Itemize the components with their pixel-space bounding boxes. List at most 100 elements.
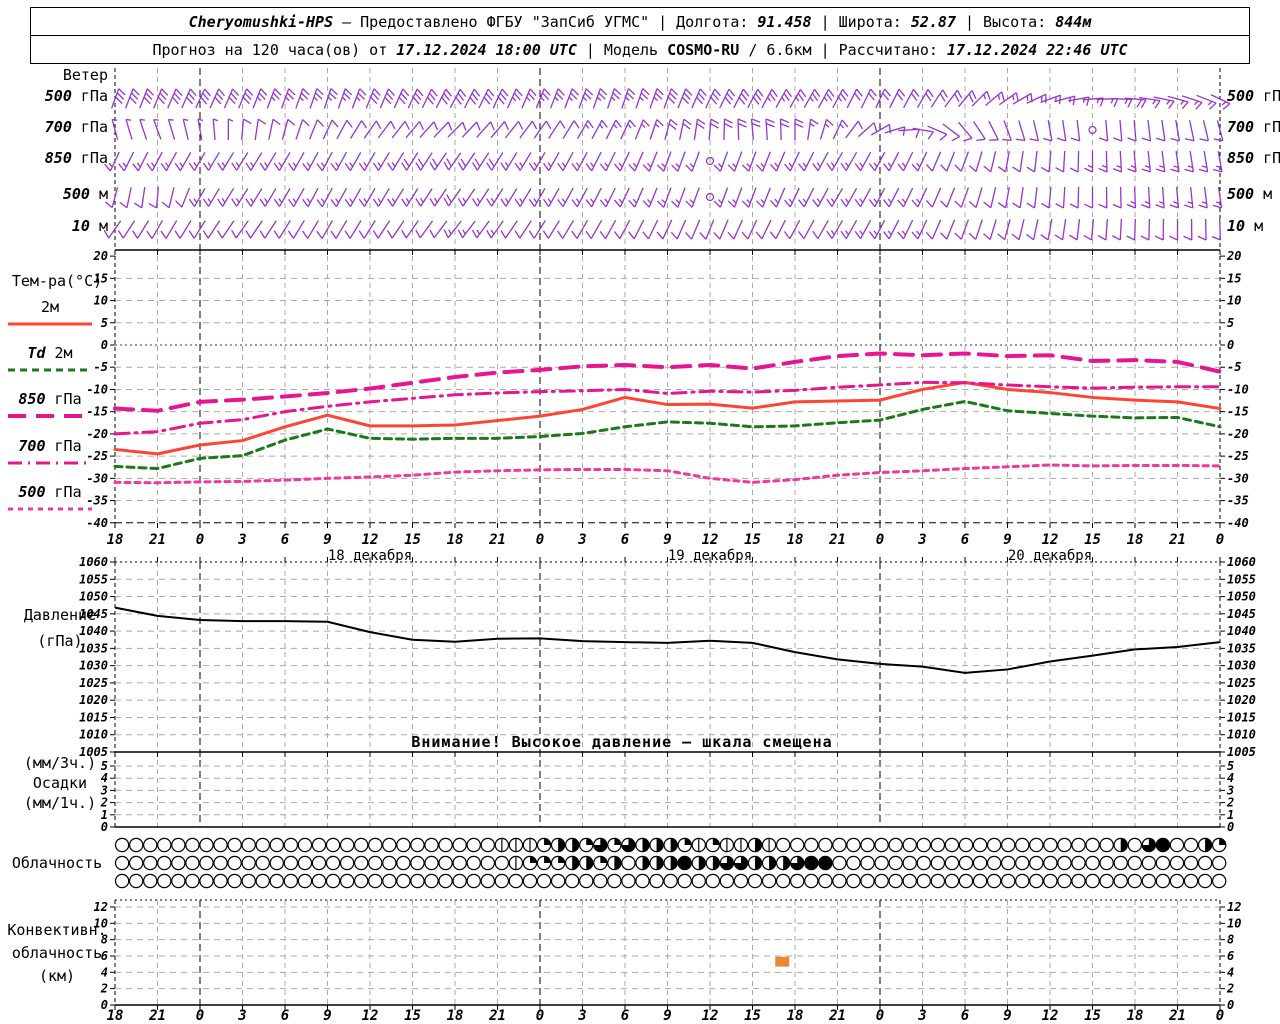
wind-barb-icon	[295, 88, 304, 109]
axis-tick-label: 3	[100, 783, 108, 797]
barb-half-tick	[639, 96, 644, 102]
barb-tick	[741, 164, 750, 172]
barb-tick	[188, 162, 196, 171]
wind-barb-icon	[321, 187, 333, 208]
cloud-cover-icon	[1029, 873, 1044, 889]
wind-barb-icon	[775, 219, 786, 240]
barb-tick	[902, 126, 906, 136]
cloud-cover-icon	[747, 873, 763, 889]
cloud-cover-icon	[944, 873, 960, 889]
wind-barb-icon	[153, 119, 162, 140]
model-resolution: / 6.6км	[748, 40, 812, 59]
barb-tick	[571, 199, 578, 208]
wind-barb-icon	[576, 220, 589, 239]
barb-half-tick	[760, 162, 765, 168]
wind-barb-icon	[207, 188, 220, 207]
wind-barb-icon	[221, 220, 235, 239]
cloud-three-quarter	[734, 856, 748, 870]
hour-label: 3	[577, 1008, 586, 1024]
barb-tick	[148, 202, 157, 209]
barb-tick	[727, 164, 736, 172]
cloud-cover-icon	[466, 855, 481, 871]
barb-half-tick	[653, 96, 659, 102]
wind-barb-icon	[335, 187, 348, 207]
barb-tick	[642, 200, 650, 208]
cloud-cover-icon	[424, 873, 439, 889]
cloud-cover-icon	[199, 873, 214, 889]
wind-barb-icon	[108, 220, 122, 239]
wind-barb-icon	[155, 186, 160, 209]
axis-tick-label: -5	[94, 360, 108, 374]
axis-tick-label: 1	[1227, 808, 1234, 822]
wind-barb-icon	[391, 220, 405, 239]
barb-half-tick	[363, 198, 368, 204]
barb-tick	[115, 96, 123, 104]
barb-half-tick	[1221, 101, 1227, 106]
barb-tick	[737, 122, 747, 128]
wind-barb-icon	[1018, 219, 1025, 240]
cloud-cover-icon	[916, 855, 932, 871]
pressure-panel-title: Давление	[24, 606, 96, 624]
wind-barb-icon	[1217, 151, 1223, 172]
wind-barb-icon	[111, 119, 119, 140]
barb-tick	[1195, 102, 1203, 110]
barb-tick	[1002, 138, 1012, 141]
cloud-cover-icon	[1015, 837, 1030, 853]
hour-label: 0	[196, 1008, 204, 1024]
barb-tick	[598, 92, 606, 100]
wind-barb-icon	[1219, 218, 1222, 241]
axis-tick-label: 6	[1227, 949, 1234, 963]
barb-tick	[202, 162, 210, 171]
barb-tick	[372, 162, 380, 171]
precip-panel-title: (мм/3ч.)	[24, 754, 96, 772]
barb-half-tick	[256, 96, 262, 102]
cloud-cover-icon	[775, 873, 791, 889]
cloud-cover-icon	[902, 873, 917, 889]
barb-half-tick	[774, 198, 779, 204]
wind-barb-icon	[1077, 150, 1080, 173]
cloud-half	[698, 856, 706, 870]
barb-tick	[300, 92, 309, 100]
cloud-cover-icon	[368, 855, 383, 871]
barb-tick	[246, 88, 254, 96]
wind-barb-icon	[434, 188, 447, 207]
wind-barb-icon	[634, 119, 644, 140]
cloud-cover-icon	[958, 837, 974, 853]
wind-barb-icon	[321, 151, 333, 172]
wind-barb-icon	[719, 151, 729, 172]
altitude-value: 844м	[1055, 12, 1092, 31]
wind-barb-icon	[268, 119, 274, 140]
barb-tick	[231, 162, 238, 171]
cloud-cover-icon	[1155, 873, 1171, 889]
axis-tick-label: 1015	[79, 710, 108, 724]
wind-barb-icon	[1161, 150, 1166, 172]
cloud-cover-icon	[143, 855, 158, 871]
barb-tick	[556, 92, 564, 100]
cloud-three-quarter	[720, 856, 734, 870]
cloud-cover-icon	[944, 855, 960, 871]
barb-tick	[968, 232, 977, 240]
cloud-cover-icon	[775, 837, 791, 853]
axis-tick-label: 1025	[79, 676, 108, 690]
barb-tick	[386, 92, 394, 101]
wind-barb-icon	[944, 89, 958, 108]
barb-half-tick	[873, 162, 878, 168]
barb-tick	[486, 162, 493, 171]
wind-barb-icon	[1062, 120, 1067, 141]
wind-barb-icon	[264, 220, 277, 239]
wind-barb-icon	[181, 187, 191, 208]
barb-tick	[117, 230, 124, 239]
barb-half-tick	[221, 162, 226, 167]
axis-tick-label: 0	[1227, 820, 1234, 834]
barb-tick	[1015, 92, 1019, 102]
cloud-cover-icon	[1211, 855, 1227, 871]
barb-tick	[613, 88, 622, 96]
pressure-panel-title: (гПа)	[37, 632, 82, 650]
wind-barb-icon	[1026, 93, 1047, 104]
wind-barb-icon	[264, 188, 277, 207]
barb-tick	[1140, 235, 1150, 241]
barb-half-tick	[675, 163, 680, 168]
barb-tick	[146, 88, 155, 96]
barb-half-tick	[839, 123, 844, 129]
axis-tick-label: -15	[86, 405, 108, 419]
